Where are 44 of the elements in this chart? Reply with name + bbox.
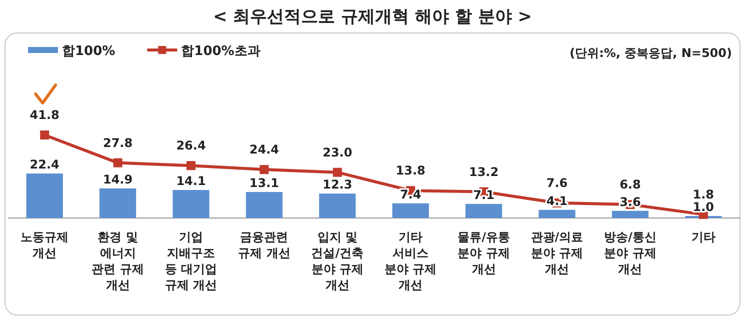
data-label: 6.8 <box>620 178 641 192</box>
bar <box>26 174 63 218</box>
point <box>186 161 196 170</box>
data-label: 13.1 <box>249 176 280 190</box>
data-label: 1.8 <box>692 187 714 202</box>
data-label: 13.2 <box>468 164 499 179</box>
bar <box>172 190 210 218</box>
text: (단위:%, 중복응답, N=500) <box>570 46 732 60</box>
legend-label: 합100%초과 <box>181 44 260 59</box>
bar <box>612 210 648 218</box>
data-label: 27.8 <box>102 136 133 150</box>
data-label: 14.9 <box>102 172 133 186</box>
bar <box>100 188 136 218</box>
bar <box>538 210 576 218</box>
data-label: 12.3 <box>322 178 352 192</box>
x-tick-label: 기타 <box>691 230 716 244</box>
point <box>113 158 122 168</box>
data-label: 41.8 <box>30 108 60 122</box>
data-label: 24.4 <box>249 142 280 157</box>
data-label: 26.4 <box>176 138 206 153</box>
data-label: 13.8 <box>396 164 426 178</box>
legend-label: 합100% <box>62 44 116 59</box>
x-tick-label: 방송/통신 분야 규제 개선 <box>604 230 656 276</box>
point <box>260 165 269 174</box>
bar <box>392 203 429 218</box>
data-label: 7.6 <box>546 176 568 190</box>
x-tick-label: 노동규제 개선 <box>20 230 69 260</box>
x-tick-label: 기타 서비스 분야 규제 개선 <box>384 230 437 292</box>
point <box>332 168 342 177</box>
x-tick-label: 환경 및 에너지 관련 규제 개선 <box>92 230 144 292</box>
data-label: 22.4 <box>30 158 60 172</box>
data-label: 1.0 <box>692 200 714 214</box>
chart-title: < 최우선적으로 규제개혁 해야 할 분야 > <box>213 7 532 27</box>
x-tick-label: 물류/유통 분야 규제 개선 <box>458 230 510 276</box>
bar <box>319 194 356 218</box>
data-label: 23.0 <box>322 145 352 160</box>
x-tick-label: 기업 지배구조 등 대기업 규제 개선 <box>164 230 218 292</box>
x-tick-label: 관광/의료 분야 규제 개선 <box>530 230 584 276</box>
data-label: 14.1 <box>176 174 206 188</box>
x-tick-label: 입지 및 건설/건축 분야 규제 개선 <box>311 230 364 292</box>
x-tick-label: 금융관련 규제 개선 <box>238 230 290 260</box>
point <box>40 130 50 140</box>
bar <box>466 204 502 218</box>
bar <box>246 192 282 218</box>
